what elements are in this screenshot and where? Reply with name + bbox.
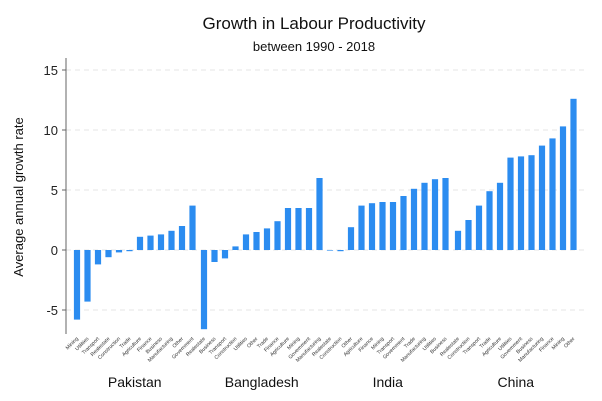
bar — [284, 208, 292, 250]
bar — [326, 250, 334, 251]
bar — [410, 188, 418, 250]
chart-title: Growth in Labour Productivity — [203, 14, 426, 33]
bar — [178, 226, 186, 250]
bar — [189, 205, 196, 250]
y-axis-ticks: -5 0 5 10 15 — [44, 63, 66, 318]
group-label: China — [497, 374, 534, 390]
category-labels: MiningUtilitiesTransportRealestateConstr… — [65, 336, 577, 364]
y-axis-label: Average annual growth rate — [11, 117, 26, 276]
bar — [136, 236, 144, 250]
y-tick-label: 5 — [51, 183, 58, 198]
bar — [115, 250, 123, 253]
bar — [232, 246, 239, 250]
bar — [347, 227, 355, 250]
bar — [168, 230, 175, 250]
bar — [126, 250, 133, 252]
bar — [295, 208, 302, 250]
bar — [475, 205, 483, 250]
bar — [211, 250, 218, 262]
bar — [442, 178, 449, 250]
bar — [538, 145, 546, 250]
bar — [157, 234, 165, 250]
bar — [465, 220, 472, 250]
bar — [337, 250, 344, 252]
bar — [421, 182, 428, 250]
bar — [305, 208, 313, 250]
bar — [486, 191, 493, 250]
group-label: India — [373, 374, 404, 390]
bar — [559, 126, 567, 250]
bar — [454, 230, 462, 250]
bar — [94, 250, 102, 265]
bar — [274, 221, 281, 250]
bar — [517, 156, 525, 250]
bar — [431, 179, 439, 250]
bar — [316, 178, 323, 250]
bar — [221, 250, 229, 259]
bar — [549, 138, 556, 250]
group-label: Pakistan — [108, 374, 162, 390]
y-tick-label: 15 — [44, 63, 58, 78]
bar — [379, 202, 386, 250]
chart-subtitle: between 1990 - 2018 — [253, 39, 375, 54]
gridlines — [66, 69, 584, 311]
y-tick-label: -5 — [46, 303, 58, 318]
bar — [368, 203, 376, 250]
bar — [528, 155, 535, 250]
bar — [507, 157, 514, 250]
bars — [73, 98, 577, 330]
bar — [242, 234, 250, 250]
group-labels: Pakistan Bangladesh India China — [108, 374, 534, 390]
y-tick-label: 10 — [44, 123, 58, 138]
bar — [358, 205, 365, 250]
bar — [496, 182, 504, 250]
bar — [73, 250, 81, 320]
bar — [200, 250, 208, 330]
category-label: Other — [563, 336, 577, 350]
group-label: Bangladesh — [225, 374, 299, 390]
bar — [263, 228, 271, 250]
y-tick-label: 0 — [51, 243, 58, 258]
bar — [105, 250, 112, 258]
bar — [400, 196, 407, 250]
bar — [570, 98, 577, 250]
bar — [389, 202, 397, 250]
bar — [147, 235, 154, 250]
bar — [253, 232, 260, 250]
bar — [84, 250, 91, 302]
